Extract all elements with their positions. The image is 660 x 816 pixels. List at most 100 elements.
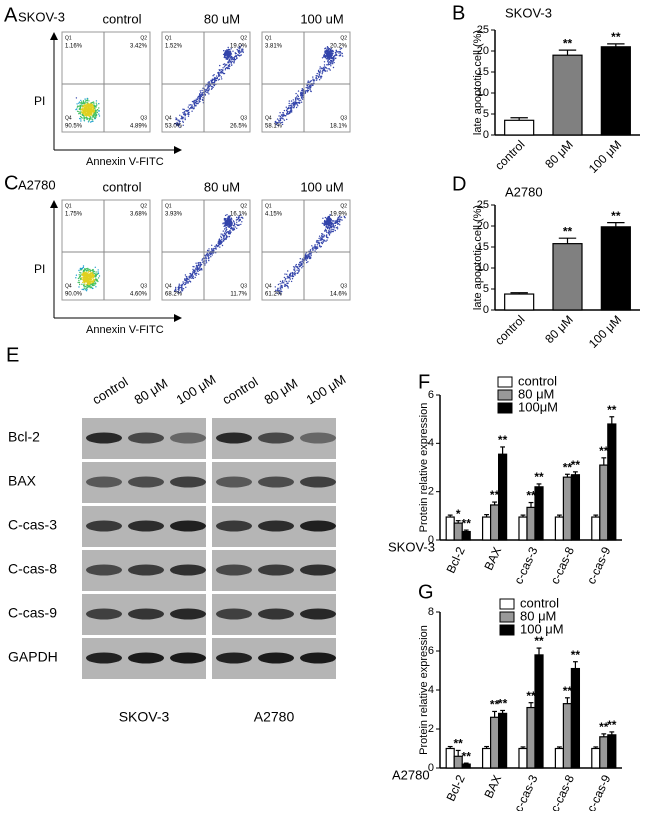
significance: **: [563, 684, 573, 698]
arrow-head: [174, 146, 182, 154]
event-dot: [228, 230, 230, 233]
event-dot: [212, 249, 214, 251]
event-dot: [287, 287, 289, 289]
event-dot: [294, 270, 296, 272]
y-tick-label: 0: [483, 129, 489, 141]
event-dot: [297, 98, 299, 101]
blot-band: [86, 564, 122, 576]
event-dot: [90, 114, 92, 116]
event-dot: [292, 266, 295, 268]
event-dot: [320, 75, 323, 78]
event-dot: [332, 225, 334, 227]
event-dot: [79, 115, 82, 118]
event-dot: [89, 269, 91, 271]
event-dot: [86, 97, 89, 100]
event-dot: [189, 107, 191, 110]
event-dot: [84, 101, 86, 104]
event-dot: [186, 276, 188, 278]
event-dot: [88, 281, 91, 284]
event-dot: [301, 88, 303, 90]
event-dot: [304, 258, 307, 260]
event-dot: [204, 94, 206, 96]
event-dot: [220, 236, 223, 239]
y-tick-label: 15: [477, 66, 489, 78]
event-dot: [187, 281, 189, 283]
event-dot: [307, 80, 309, 82]
event-dot: [321, 238, 324, 241]
significance: **: [571, 458, 581, 472]
event-dot: [237, 54, 239, 57]
event-dot: [332, 50, 334, 53]
group-label: SKOV-3: [119, 709, 170, 725]
event-dot: [298, 267, 300, 270]
quadrant-name: Q4: [65, 115, 72, 121]
arrow-head: [174, 314, 182, 322]
protein-label: GAPDH: [8, 649, 58, 665]
event-dot: [186, 113, 189, 115]
event-dot: [218, 73, 220, 75]
event-dot: [296, 97, 298, 100]
bar: [489, 716, 500, 769]
event-dot: [94, 273, 97, 275]
event-dot: [192, 272, 194, 275]
event-dot: [296, 266, 298, 269]
event-dot: [231, 64, 233, 67]
event-dot: [305, 86, 307, 89]
quadrant-name: Q2: [240, 203, 247, 209]
quadrant-percent: 19.0%: [230, 44, 248, 50]
event-dot: [336, 218, 339, 221]
event-dot: [218, 75, 220, 78]
event-dot: [322, 67, 324, 70]
bar: [534, 654, 544, 769]
event-dot: [279, 286, 281, 288]
event-dot: [88, 108, 90, 110]
event-dot: [294, 273, 296, 276]
event-dot: [206, 249, 209, 252]
event-dot: [236, 221, 238, 223]
event-dot: [324, 216, 327, 219]
event-dot: [204, 262, 206, 264]
event-dot: [228, 235, 230, 238]
bar: [481, 516, 492, 541]
event-dot: [228, 64, 230, 67]
event-dot: [181, 288, 183, 290]
bar: [518, 747, 528, 769]
event-dot: [308, 257, 310, 259]
event-dot: [207, 255, 209, 257]
event-dot: [229, 50, 232, 53]
event-dot: [207, 89, 209, 91]
event-dot: [327, 219, 329, 221]
event-dot: [276, 292, 278, 295]
quadrant-name: Q3: [140, 283, 147, 289]
event-dot: [286, 118, 288, 121]
event-dot: [331, 220, 334, 222]
event-dot: [292, 102, 294, 105]
event-dot: [330, 48, 333, 50]
event-dot: [86, 281, 88, 283]
event-dot: [328, 223, 330, 225]
event-dot: [276, 118, 279, 120]
event-dot: [84, 289, 86, 291]
event-dot: [226, 228, 228, 231]
x-tick-label: BAX: [481, 545, 504, 573]
event-dot: [92, 277, 94, 279]
event-dot: [287, 285, 289, 288]
significance: **: [563, 36, 573, 50]
event-dot: [282, 115, 284, 118]
y-tick-label: 2: [428, 486, 434, 498]
blot-band: [170, 608, 206, 620]
event-dot: [211, 248, 213, 250]
event-dot: [224, 220, 227, 223]
x-tick-label: 100 μM: [586, 137, 624, 175]
event-dot: [186, 110, 189, 112]
event-dot: [93, 113, 96, 115]
bar: [498, 712, 508, 769]
blot-band: [170, 476, 206, 488]
y-axis-label: late apoptotic cell (%): [472, 30, 484, 135]
event-dot: [236, 57, 238, 60]
event-dot: [306, 257, 308, 259]
event-dot: [283, 119, 286, 121]
event-dot: [175, 117, 177, 119]
event-dot: [318, 73, 320, 76]
event-dot: [281, 282, 283, 284]
